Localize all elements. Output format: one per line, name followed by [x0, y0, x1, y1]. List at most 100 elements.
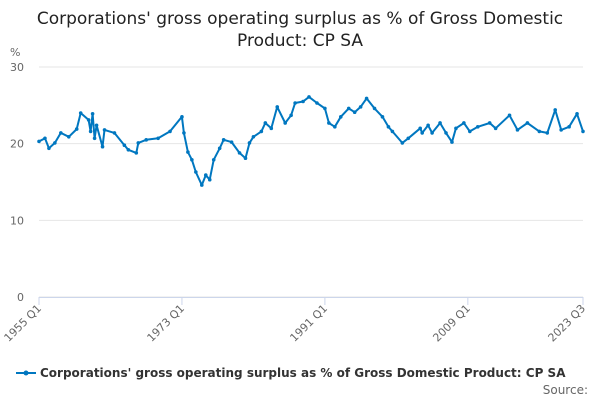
- data-point: [515, 128, 520, 132]
- data-point: [100, 144, 105, 149]
- legend-label: Corporations' gross operating surplus as…: [40, 366, 566, 380]
- data-point: [553, 108, 558, 112]
- data-point: [122, 143, 127, 147]
- data-point: [537, 129, 542, 134]
- data-point: [78, 111, 83, 115]
- y-tick-label: 10: [10, 214, 24, 227]
- data-point: [263, 121, 268, 125]
- data-point: [487, 121, 492, 125]
- data-point: [190, 157, 194, 162]
- data-point: [289, 113, 293, 118]
- x-tick-label: 1955 Q1: [2, 302, 45, 345]
- y-tick-label: 0: [17, 291, 24, 304]
- data-point: [444, 131, 448, 135]
- data-point: [59, 131, 63, 135]
- data-point: [90, 111, 95, 116]
- data-point: [400, 141, 405, 145]
- data-point: [358, 105, 363, 109]
- data-point: [243, 156, 248, 161]
- data-point: [203, 173, 208, 177]
- data-point: [301, 99, 305, 104]
- data-point: [229, 140, 234, 144]
- x-tick-label: 1973 Q1: [145, 302, 188, 345]
- data-point: [74, 127, 79, 131]
- data-point: [136, 141, 141, 145]
- data-point: [186, 150, 190, 154]
- data-point: [237, 151, 242, 155]
- y-axis-unit-label: %: [10, 46, 20, 59]
- data-point: [380, 115, 385, 119]
- data-point: [462, 121, 466, 125]
- data-point: [468, 129, 472, 134]
- data-point: [217, 146, 222, 151]
- data-point: [450, 140, 454, 144]
- source-label: Source:: [542, 383, 588, 397]
- x-tick-label: 1991 Q1: [287, 302, 330, 345]
- data-point: [438, 121, 442, 125]
- data-point: [352, 110, 357, 115]
- data-point: [92, 136, 97, 141]
- data-point: [194, 170, 198, 174]
- data-point: [390, 129, 395, 134]
- data-point: [88, 129, 93, 134]
- data-point: [221, 138, 226, 142]
- data-point: [323, 106, 327, 111]
- data-point: [66, 134, 71, 139]
- data-point: [211, 157, 216, 162]
- data-point: [144, 138, 149, 142]
- data-point: [134, 151, 139, 155]
- data-point: [269, 126, 274, 131]
- data-point: [327, 121, 331, 125]
- series-line: [38, 95, 584, 187]
- data-point: [47, 146, 51, 151]
- data-point: [475, 125, 480, 129]
- data-point: [418, 126, 422, 131]
- data-point: [346, 106, 351, 111]
- legend-marker-icon: [16, 370, 36, 376]
- data-point: [86, 118, 91, 122]
- data-point: [53, 141, 57, 145]
- chart-title: Corporations' gross operating surplus as…: [36, 9, 564, 51]
- x-tick-label: 2023 Q3: [546, 302, 589, 345]
- data-point: [364, 96, 369, 101]
- data-point: [112, 131, 117, 135]
- data-point: [426, 123, 430, 128]
- data-point: [43, 136, 47, 141]
- x-tick-label: 2009 Q1: [430, 302, 473, 345]
- data-point: [126, 148, 131, 152]
- data-point: [545, 131, 550, 135]
- data-point: [493, 126, 498, 131]
- data-point: [333, 125, 337, 129]
- y-tick-label: 20: [10, 138, 24, 151]
- data-point: [94, 123, 99, 128]
- data-point: [454, 126, 458, 131]
- data-point: [275, 105, 280, 109]
- data-point: [567, 125, 571, 129]
- data-point: [315, 101, 319, 105]
- legend[interactable]: Corporations' gross operating surplus as…: [16, 366, 565, 380]
- data-point: [102, 128, 107, 132]
- data-point: [430, 131, 434, 135]
- y-tick-label: 30: [10, 61, 24, 74]
- data-point: [420, 131, 424, 135]
- data-point: [372, 106, 377, 111]
- data-point: [200, 183, 204, 187]
- data-point: [37, 139, 41, 144]
- data-point: [386, 125, 391, 129]
- data-point: [259, 129, 264, 134]
- data-point: [207, 177, 212, 182]
- data-point: [182, 131, 186, 135]
- data-point: [283, 121, 287, 125]
- data-point: [247, 141, 252, 145]
- data-point: [307, 95, 311, 99]
- data-point: [180, 115, 184, 119]
- data-point: [507, 113, 512, 118]
- data-point: [251, 134, 256, 139]
- data-point: [575, 111, 579, 116]
- data-point: [338, 115, 343, 119]
- data-point: [581, 129, 585, 134]
- data-point: [156, 136, 160, 141]
- data-point: [525, 121, 530, 125]
- data-point: [559, 128, 563, 132]
